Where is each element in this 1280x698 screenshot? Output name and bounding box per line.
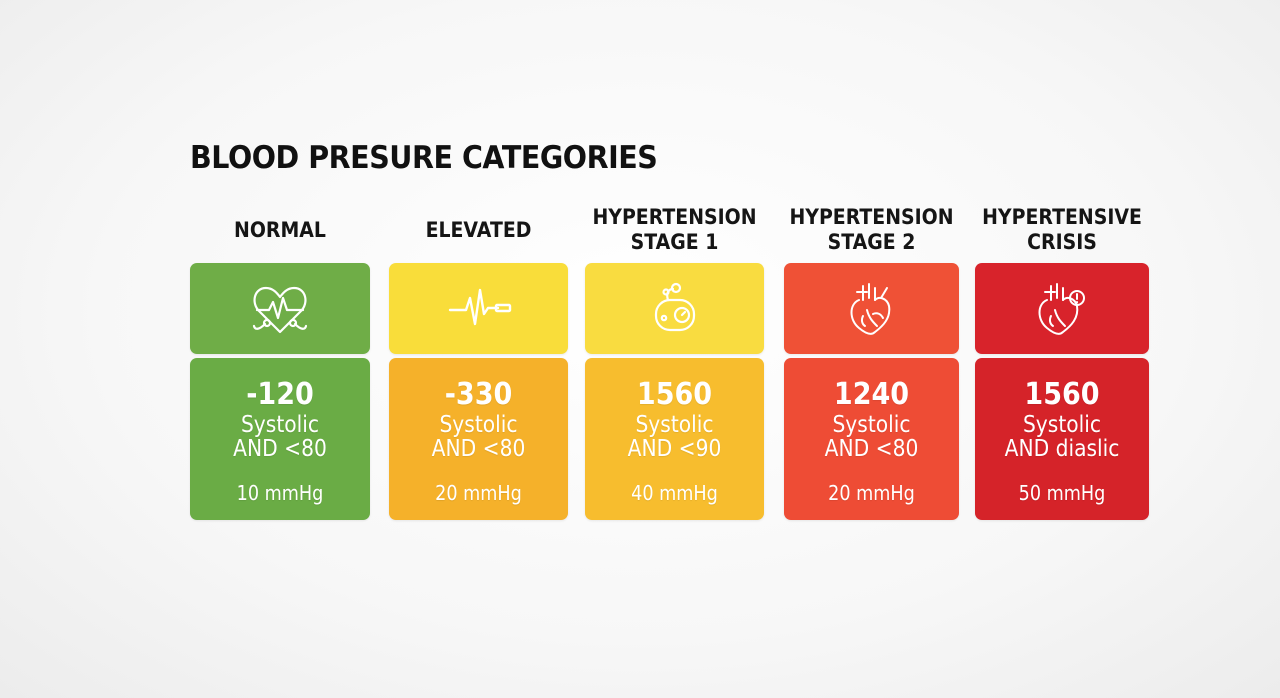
systolic-label: Systolic: [832, 412, 911, 438]
pulse-line-icon: [448, 288, 511, 325]
systolic-value: 1560: [636, 377, 713, 412]
mmhg-value: 10 mmHg: [236, 481, 324, 505]
icon-box: [784, 263, 959, 354]
mmhg-value: 50 mmHg: [1018, 481, 1106, 505]
heart-pulse-stethoscope-icon: [252, 286, 308, 333]
value-box: 1560 Systolic AND <90 40 mmHg: [585, 358, 764, 520]
systolic-value: 1240: [833, 377, 910, 412]
mmhg-value: 20 mmHg: [435, 481, 522, 505]
mmhg-value: 20 mmHg: [828, 481, 915, 505]
anatomical-heart-icon: [850, 282, 890, 335]
icon-box: [190, 263, 370, 354]
category-heading: HYPERTENSION STAGE 1: [592, 205, 757, 254]
systolic-label: Systolic: [635, 412, 714, 438]
category-heading: HYPERTENSIVE CRISIS: [982, 205, 1142, 254]
category-heading: NORMAL: [234, 217, 326, 242]
category-heading: ELEVATED: [425, 217, 532, 242]
value-box: -120 Systolic AND <80 10 mmHg: [190, 358, 370, 520]
systolic-value: 1560: [1024, 377, 1100, 412]
icon-box: [975, 263, 1149, 354]
mmhg-value: 40 mmHg: [631, 481, 718, 505]
systolic-label: Systolic: [439, 412, 518, 438]
systolic-value: -330: [444, 377, 513, 412]
diastolic-condition: AND <80: [824, 436, 919, 462]
icon-box: [585, 263, 764, 354]
value-box: 1560 Systolic AND diaslic 50 mmHg: [975, 358, 1149, 520]
pressure-gauge-icon: [654, 282, 695, 331]
diastolic-condition: AND <80: [233, 436, 327, 462]
diastolic-condition: AND diaslic: [1004, 436, 1120, 462]
systolic-label: Systolic: [1022, 412, 1102, 438]
anatomical-heart-alert-icon: [1038, 282, 1085, 335]
systolic-label: Systolic: [240, 412, 320, 438]
systolic-value: -120: [246, 377, 314, 412]
page-title: BLOOD PRESURE CATEGORIES: [190, 140, 658, 176]
category-heading: HYPERTENSION STAGE 2: [789, 205, 954, 254]
diastolic-condition: AND <80: [431, 436, 526, 462]
icon-box: [389, 263, 568, 354]
value-box: 1240 Systolic AND <80 20 mmHg: [784, 358, 959, 520]
value-box: -330 Systolic AND <80 20 mmHg: [389, 358, 568, 520]
diastolic-condition: AND <90: [627, 436, 722, 462]
